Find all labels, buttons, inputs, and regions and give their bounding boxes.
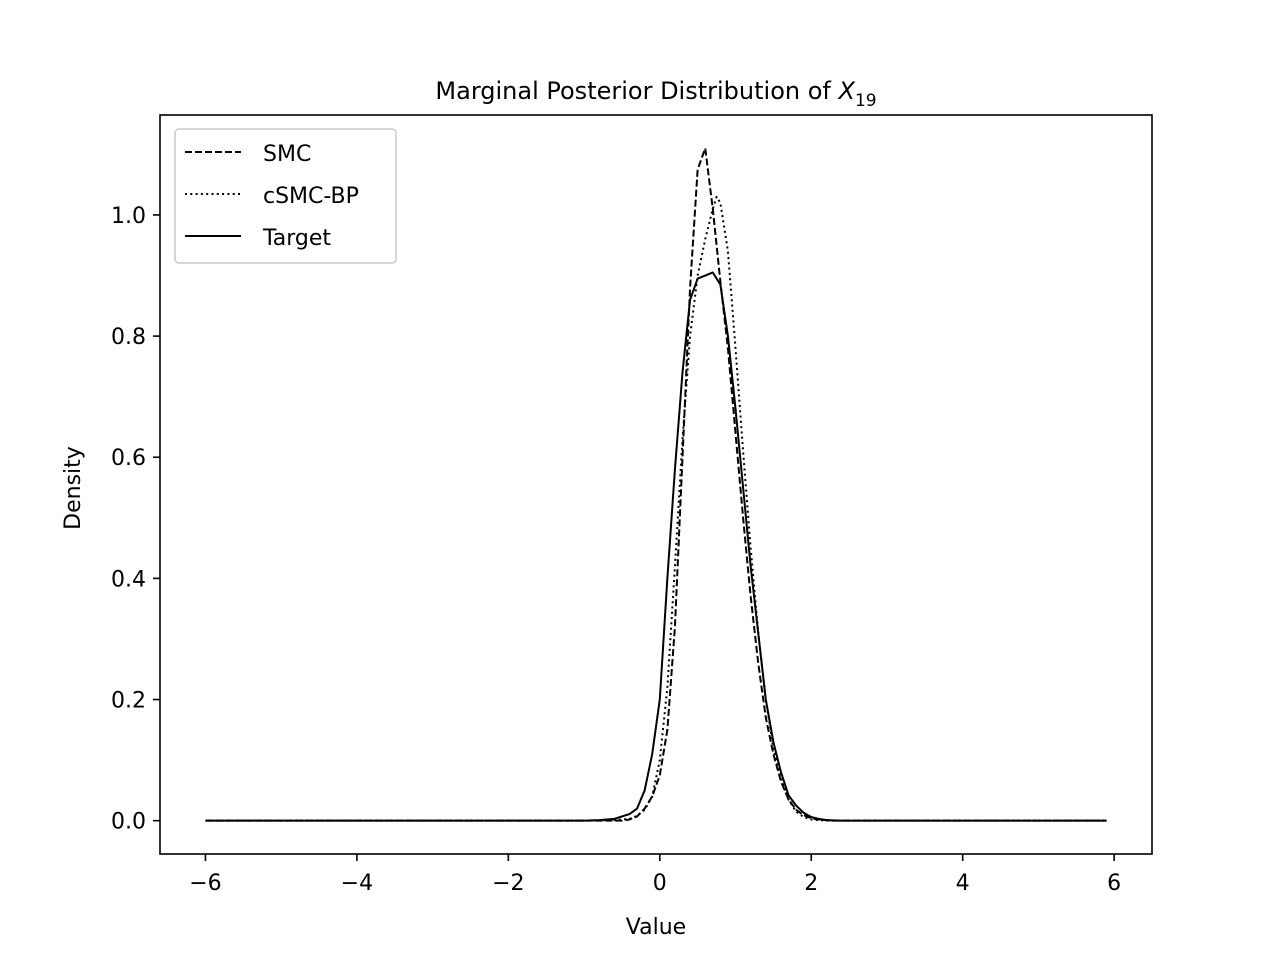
y-axis-label: Density <box>61 446 86 530</box>
legend-label-target: Target <box>262 226 331 251</box>
legend-box <box>174 128 397 264</box>
series-layer <box>205 147 1107 822</box>
series-line-target <box>205 271 1107 822</box>
x-tick-label: −4 <box>341 871 373 896</box>
y-tick-label: 0.8 <box>111 325 146 350</box>
y-tick-label: 1.0 <box>111 204 146 229</box>
x-tick-label: −6 <box>189 871 221 896</box>
x-axis-label: Value <box>626 915 686 940</box>
legend-label-csmc-bp: cSMC-BP <box>263 184 359 209</box>
x-tick-label: 6 <box>1107 871 1121 896</box>
y-tick-label: 0.0 <box>111 810 146 835</box>
chart-title-text: Marginal Posterior Distribution of <box>435 77 838 105</box>
x-tick-label: 2 <box>804 871 818 896</box>
chart-title-math-subscript: 19 <box>855 91 877 111</box>
y-tick-label: 0.4 <box>111 567 146 592</box>
x-tick-label: −2 <box>492 871 524 896</box>
x-tick-label: 4 <box>956 871 970 896</box>
series-line-csmc-bp <box>205 195 1107 822</box>
chart-title: Marginal Posterior Distribution of X19 <box>435 77 876 111</box>
legend: SMC cSMC-BP Target <box>174 128 397 264</box>
y-tick-label: 0.6 <box>111 446 146 471</box>
y-tick-label: 0.2 <box>111 689 146 714</box>
plot-frame <box>159 114 1153 855</box>
x-tick-label: 0 <box>653 871 667 896</box>
legend-label-smc: SMC <box>263 142 311 167</box>
chart-title-math-symbol: X <box>836 77 855 105</box>
ticks-layer: −6 −4 −2 0 2 4 6 0.0 0.2 0.4 0.6 0.8 1.0 <box>111 204 1121 896</box>
